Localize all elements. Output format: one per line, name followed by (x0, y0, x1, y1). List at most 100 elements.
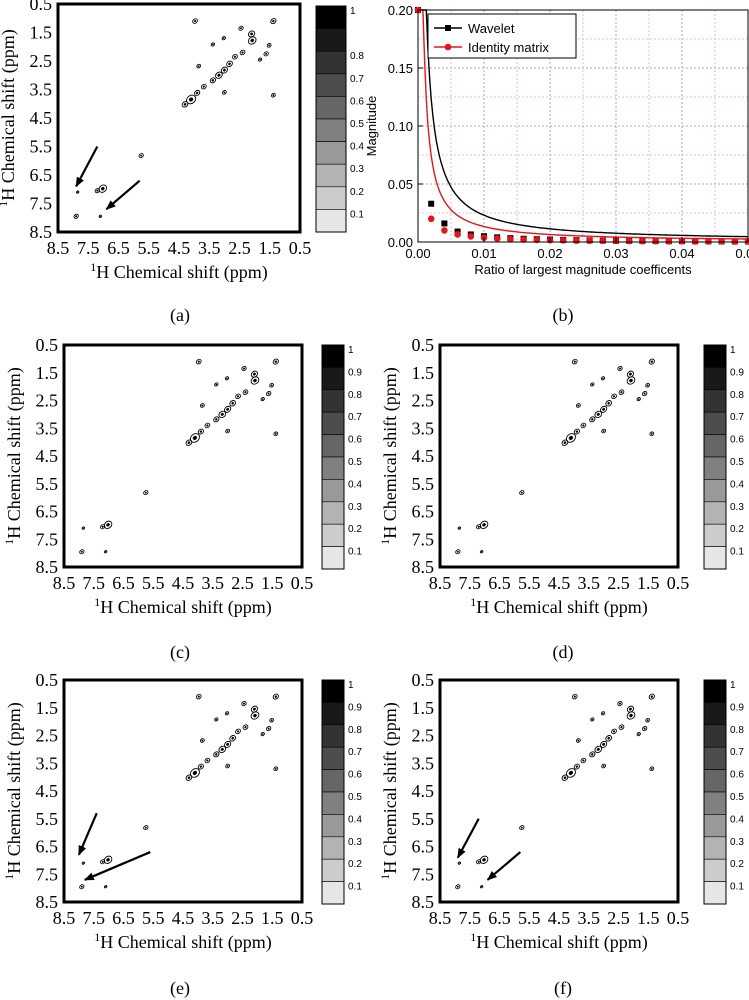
peak-contour-outer (561, 439, 569, 446)
peak-contour-core (101, 186, 105, 191)
peak-contour-core (80, 885, 83, 888)
peak-contour-core (236, 395, 240, 398)
peak-contour-core (582, 424, 585, 427)
colorbar-label-f: 0.9 (730, 702, 744, 713)
peak-contour-core (456, 550, 459, 553)
peak-contour-outer (590, 382, 595, 387)
peak-a-19 (271, 92, 276, 98)
peak-c-23 (143, 490, 149, 496)
peak-contour-outer (224, 376, 230, 381)
x-tick-label-e: 2.5 (231, 908, 254, 928)
colorbar-swatch-a (315, 186, 347, 210)
peak-contour-outer (100, 524, 106, 530)
peak-contour-core (228, 62, 231, 66)
peak-contour-outer (260, 732, 265, 737)
peak-contour-outer (617, 701, 623, 707)
colorbar-swatch-a (315, 5, 347, 29)
peak-contour-core (602, 765, 605, 767)
peak-contour-outer (250, 370, 258, 378)
peak-contour-core (272, 19, 275, 23)
peak-d-0 (571, 358, 578, 365)
peak-e-5 (250, 711, 260, 720)
peak-contour-core (650, 360, 654, 363)
x-tick-label-b: 0.02 (537, 246, 562, 261)
peak-d-28 (480, 550, 484, 554)
x-tick-label-a: 3.5 (198, 238, 221, 258)
colorbar-label-c: 0.6 (348, 435, 362, 446)
y-axis-label-text: H Chemical shift (ppm) (4, 702, 25, 873)
peak-a-4 (221, 36, 226, 41)
peak-f-18 (601, 763, 606, 769)
peak-f-15 (594, 745, 603, 754)
colorbar-label-d: 0.3 (730, 502, 744, 513)
y-axis-label-c: 1H Chemical shift (ppm) (2, 367, 25, 544)
peak-contour-core (206, 424, 209, 427)
data-point-identity (454, 231, 461, 238)
peak-contour-outer (580, 422, 587, 429)
peak-c-3 (250, 370, 258, 378)
peak-e-26 (79, 884, 85, 890)
peak-contour-core (568, 770, 573, 775)
peak-c-22 (185, 439, 193, 446)
peak-contour-core (223, 37, 225, 39)
peak-contour-core (618, 367, 621, 370)
peak-contour-outer (197, 763, 204, 770)
peak-e-2 (241, 701, 247, 707)
peak-contour-outer (210, 42, 216, 47)
caption-a: (a) (170, 305, 190, 326)
peak-contour-core (637, 733, 640, 735)
peak-a-11 (257, 57, 263, 62)
peak-contour-outer (601, 428, 606, 434)
peak-contour-core (106, 523, 110, 527)
peak-c-12 (199, 403, 205, 408)
peak-c-25 (100, 524, 106, 530)
peak-contour-core (259, 58, 261, 61)
y-tick-label-f: 0.5 (412, 670, 435, 690)
peak-d-11 (636, 397, 641, 402)
peak-contour-outer (98, 214, 102, 218)
x-tick-label-c: 2.5 (231, 573, 254, 593)
colorbar-label-e: 0.6 (348, 770, 362, 781)
peak-contour-core (75, 215, 78, 218)
legend-marker-circle (444, 43, 452, 51)
peak-d-10 (611, 393, 617, 400)
peak-c-13 (229, 400, 237, 407)
colorbar-swatch-e (321, 858, 345, 882)
annotation-arrow-a-1 (105, 179, 141, 211)
series-line-wavelet (418, 9, 748, 238)
colorbar-swatch-a (315, 73, 347, 97)
annotation-arrow-a-0 (75, 145, 99, 188)
peak-contour-core (252, 372, 256, 376)
x-axis-label-f: 1H Chemical shift (ppm) (470, 930, 647, 953)
colorbar-swatch-f (703, 702, 727, 726)
peak-contour-core (240, 27, 243, 30)
peak-f-20 (573, 763, 580, 770)
peak-contour-core (602, 407, 606, 411)
legend-box (427, 13, 577, 59)
peak-contour-outer (222, 90, 227, 95)
peak-contour-core (236, 730, 240, 733)
x-tick-label-e: 8.5 (53, 908, 76, 928)
caption-f: (f) (554, 978, 572, 999)
peak-a-5 (247, 36, 257, 45)
colorbar-swatch-f (703, 858, 727, 882)
peak-f-11 (636, 732, 641, 737)
colorbar-frame-c (321, 344, 345, 570)
peak-contour-core (192, 435, 197, 440)
peak-contour-outer (617, 366, 623, 372)
x-tick-label-f: 5.5 (518, 908, 541, 928)
data-point-wavelet (441, 220, 448, 227)
peak-a-13 (226, 60, 233, 68)
y-tick-label-c: 1.5 (36, 363, 59, 383)
peak-e-15 (218, 745, 227, 754)
colorbar-swatch-e (321, 814, 345, 838)
x-tick-label-c: 6.5 (112, 573, 135, 593)
peak-a-23 (138, 153, 144, 159)
colorbar-swatch-e (321, 702, 345, 726)
x-axis-label-superscript: 1 (470, 595, 476, 609)
peak-e-11 (260, 732, 265, 737)
peak-contour-outer (580, 757, 587, 764)
x-tick-label-f: 7.5 (459, 908, 482, 928)
colorbar-swatch-d (703, 434, 727, 458)
y-tick-label-d: 4.5 (412, 446, 435, 466)
